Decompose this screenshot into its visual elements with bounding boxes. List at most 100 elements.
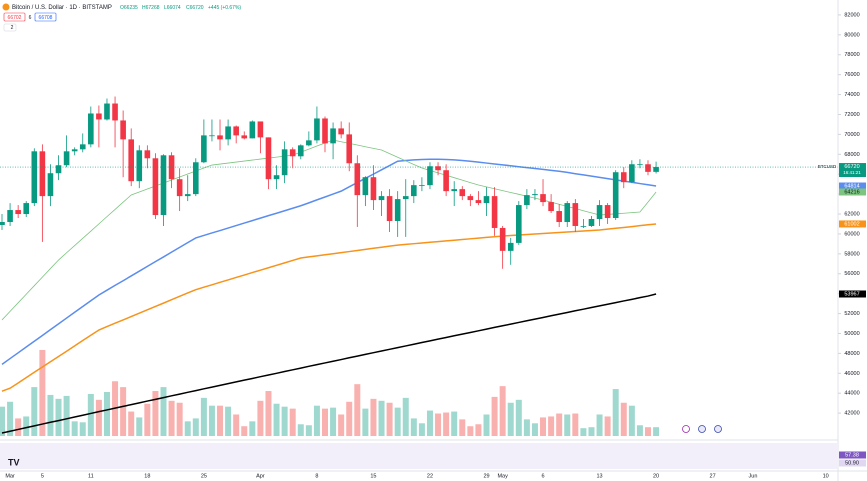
volume-bar	[208, 405, 215, 436]
candle-body	[370, 177, 377, 201]
x-tick-label: 6	[541, 473, 544, 479]
y-tick-label: 44000	[844, 391, 859, 397]
volume-bar	[200, 397, 207, 436]
volume-bar	[305, 425, 312, 436]
candle-body	[104, 103, 110, 120]
candle-body	[386, 196, 393, 221]
x-tick-label: 10	[823, 473, 829, 479]
volume-bar	[63, 395, 70, 436]
volume-bar	[313, 405, 320, 436]
volume-bar	[410, 418, 417, 436]
bid-box[interactable]	[3, 12, 26, 22]
bid-price: 66702	[8, 15, 22, 21]
y-tick-label: 46000	[844, 371, 859, 377]
volume-bar	[338, 414, 345, 436]
last-price-box	[839, 163, 866, 178]
x-tick-label: 11	[88, 473, 94, 479]
candle-body	[564, 203, 571, 222]
volume-bar	[176, 402, 183, 436]
rsi-band	[0, 443, 838, 469]
y-tick-label: 76000	[844, 72, 859, 78]
volume-bar	[378, 400, 385, 436]
candle-body	[168, 155, 175, 180]
ask-price: 66708	[39, 15, 53, 21]
volume-bar	[15, 418, 22, 436]
ma-price-box	[839, 182, 866, 190]
candle-body	[88, 113, 94, 145]
candle-body	[55, 165, 62, 174]
volume-bar	[241, 426, 248, 436]
ask-box[interactable]	[34, 12, 57, 22]
volume-bar	[152, 391, 159, 436]
y-tick-label: 82000	[844, 12, 859, 18]
volume-bar	[257, 400, 264, 436]
candle-body	[459, 189, 466, 197]
volume-bar	[87, 393, 94, 436]
y-tick-label: 52000	[844, 311, 859, 317]
volume-bar	[531, 423, 538, 436]
volume-bar	[217, 405, 224, 436]
ohlc-value: O66235	[120, 5, 138, 11]
event-icon[interactable]	[698, 425, 706, 433]
candle-body	[152, 158, 159, 216]
symbol-title: Bitcoin / U.S. Dollar · 1D · BITSTAMP	[12, 5, 112, 11]
candle-body	[596, 205, 603, 220]
rsi-label-box	[839, 451, 866, 459]
volume-bar	[564, 414, 571, 436]
y-tick-label: 72000	[844, 112, 859, 118]
volume-bar	[402, 397, 409, 436]
candle-body	[612, 172, 619, 219]
volume-bar	[273, 403, 280, 436]
candle-body	[128, 139, 134, 182]
y-tick-label: 70000	[844, 132, 859, 138]
volume-bar	[249, 421, 256, 436]
candle-body	[483, 196, 490, 204]
candle-body	[338, 128, 344, 135]
y-tick-label: 56000	[844, 271, 859, 277]
volume-bar	[523, 419, 530, 436]
x-tick-label: 20	[653, 473, 659, 479]
candle-body	[346, 134, 353, 164]
candle-body	[330, 128, 336, 144]
candle-body	[427, 166, 433, 186]
volume-bar	[136, 417, 143, 436]
event-icon[interactable]	[682, 425, 690, 433]
volume-bar	[548, 416, 555, 436]
candle-body	[184, 194, 191, 197]
volume-bar	[346, 401, 353, 436]
volume-bar	[467, 426, 474, 436]
rsi-label: 57.38	[845, 452, 859, 458]
candle-body	[160, 155, 167, 216]
candle-body	[322, 118, 328, 144]
x-tick-label: Mar	[5, 473, 15, 479]
volume-bar	[475, 424, 482, 436]
candle-body	[499, 227, 506, 251]
y-tick-label: 58000	[844, 251, 859, 257]
ohlc-value: H67268	[142, 5, 160, 11]
candle-body	[435, 166, 441, 171]
volume-bar	[435, 413, 442, 436]
x-tick-label: 27	[710, 473, 716, 479]
candle-body	[556, 211, 562, 222]
volume-bar	[265, 391, 272, 436]
indicators-toggle[interactable]	[3, 23, 17, 32]
volume-bar	[394, 407, 401, 436]
rsi-label-box	[839, 459, 866, 467]
volume-bar	[507, 402, 514, 436]
volume-bar	[596, 414, 603, 436]
y-tick-label: 78000	[844, 52, 859, 58]
ma-price-box	[839, 188, 866, 196]
y-tick-label: 74000	[844, 92, 859, 98]
event-icon[interactable]	[714, 425, 722, 433]
candle-body	[7, 210, 13, 222]
volume-bar	[645, 427, 651, 436]
volume-bar	[128, 411, 135, 436]
candle-body	[411, 185, 417, 197]
candle-body	[265, 137, 272, 180]
volume-bar	[540, 417, 547, 436]
candle-body	[604, 205, 611, 219]
volume-bar	[160, 387, 167, 436]
volume-bar	[515, 399, 522, 436]
